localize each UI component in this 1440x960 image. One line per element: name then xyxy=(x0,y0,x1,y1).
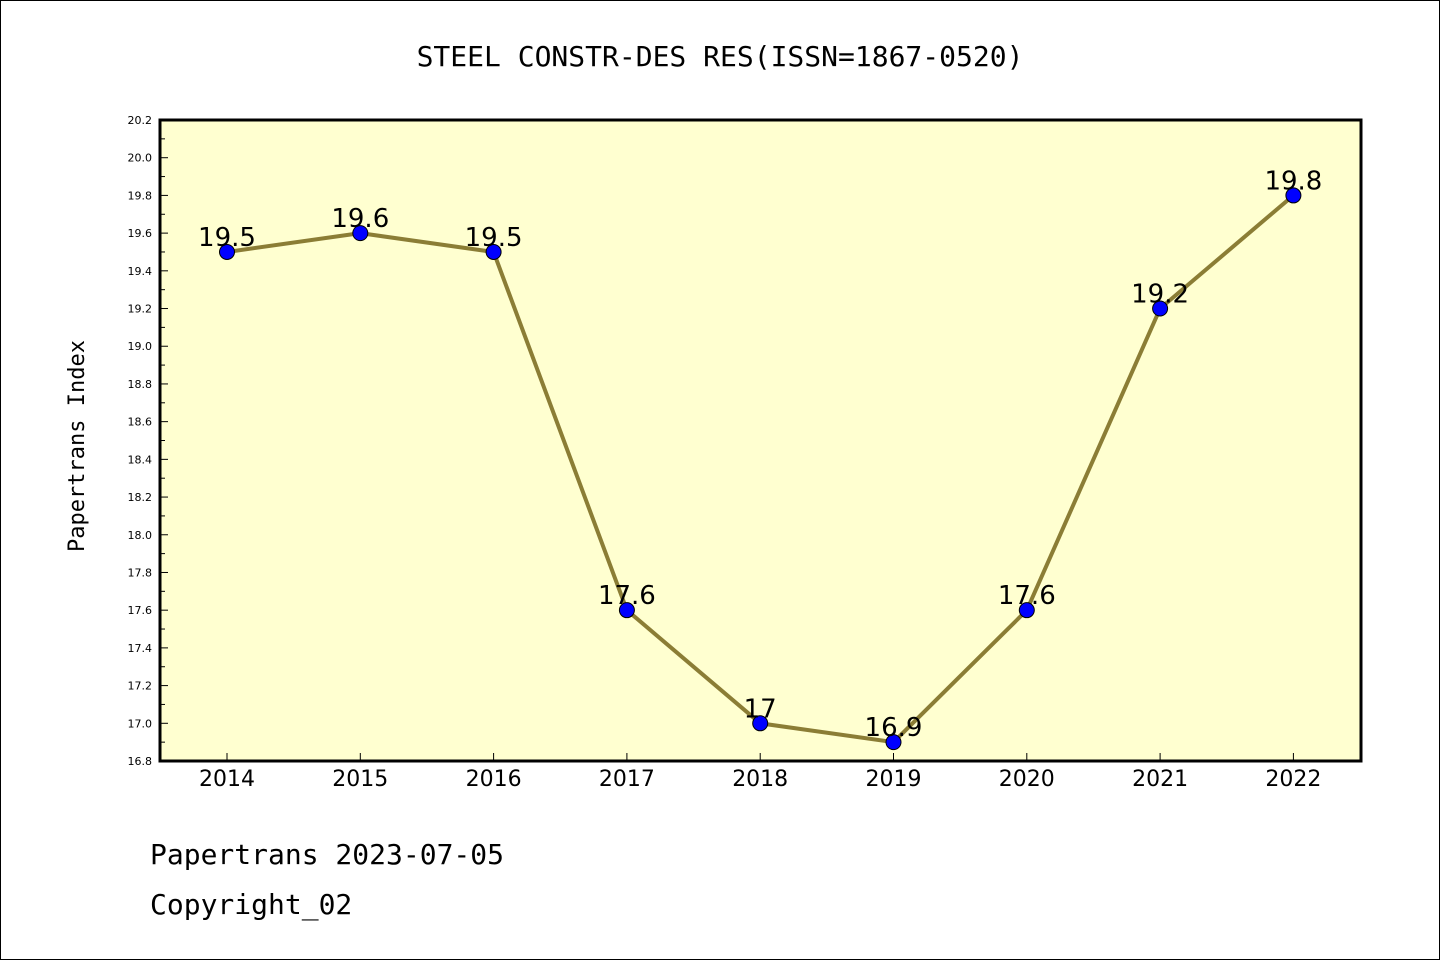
x-tick-label: 2014 xyxy=(199,767,255,792)
y-tick-label: 20.0 xyxy=(128,152,153,165)
x-tick-label: 2016 xyxy=(466,767,522,792)
data-point xyxy=(752,715,769,732)
y-tick-label: 18.4 xyxy=(128,453,153,466)
y-tick-label: 16.8 xyxy=(128,755,153,768)
y-tick-label: 19.6 xyxy=(128,227,153,240)
data-label: 16.9 xyxy=(865,713,923,743)
y-tick-label: 18.2 xyxy=(128,491,153,504)
y-tick-label: 19.0 xyxy=(128,340,153,353)
series-group: 19.5 19.6 19.5 17.6 17 16.9 17.6 19.2 19.8 xyxy=(198,166,1322,751)
y-tick-label: 19.8 xyxy=(128,189,153,202)
data-label: 17.6 xyxy=(998,581,1056,611)
chart-title: STEEL CONSTR-DES RES(ISSN=1867-0520) xyxy=(417,40,1024,73)
y-tick-label: 17.0 xyxy=(128,717,153,730)
y-tick-label: 17.6 xyxy=(128,604,153,617)
x-tick-label: 2020 xyxy=(999,767,1055,792)
y-axis-label: Papertrans Index xyxy=(65,340,90,552)
y-tick-label: 18.0 xyxy=(128,529,153,542)
y-tick-label: 19.4 xyxy=(128,265,153,278)
data-point xyxy=(618,602,635,619)
y-tick-label: 18.6 xyxy=(128,416,153,429)
data-point xyxy=(219,243,235,260)
data-label: 17 xyxy=(744,694,777,724)
y-tick-label: 17.4 xyxy=(128,642,153,655)
x-tick-label: 2015 xyxy=(332,767,388,792)
data-point xyxy=(1152,300,1169,317)
plot-border xyxy=(158,118,1363,763)
x-tick-label: 2021 xyxy=(1132,767,1188,792)
data-label: 19.5 xyxy=(465,223,523,253)
x-tick-label: 2018 xyxy=(732,767,788,792)
data-label: 19.6 xyxy=(331,204,389,234)
data-label: 19.2 xyxy=(1131,280,1189,310)
y-tick-label: 17.8 xyxy=(128,566,153,579)
y-tick-label: 19.2 xyxy=(128,303,153,316)
data-point xyxy=(1285,187,1302,204)
footer-date: Papertrans 2023-07-05 xyxy=(150,838,504,871)
footer-copyright: Copyright_02 xyxy=(150,888,352,922)
data-point xyxy=(885,734,902,751)
data-label: 19.8 xyxy=(1264,166,1322,196)
y-tick-label: 18.8 xyxy=(128,378,153,391)
y-tick-label: 20.2 xyxy=(128,114,153,127)
data-point xyxy=(352,225,369,242)
x-tick-label: 2019 xyxy=(866,767,922,792)
x-tick-label: 2022 xyxy=(1265,767,1321,792)
data-point xyxy=(485,243,502,260)
y-tick-label: 17.2 xyxy=(128,680,153,693)
data-label: 19.5 xyxy=(198,223,256,253)
y-axis: 16.8 17.0 17.2 17.4 17.6 17.8 18.0 18.2 18.4 18.6… xyxy=(128,114,168,768)
x-tick-label: 2017 xyxy=(599,767,655,792)
x-axis: 2014 2015 2016 2017 2018 2019 2020 2021 2022 xyxy=(199,753,1321,792)
data-point xyxy=(1018,602,1035,619)
data-label: 17.6 xyxy=(598,581,656,611)
